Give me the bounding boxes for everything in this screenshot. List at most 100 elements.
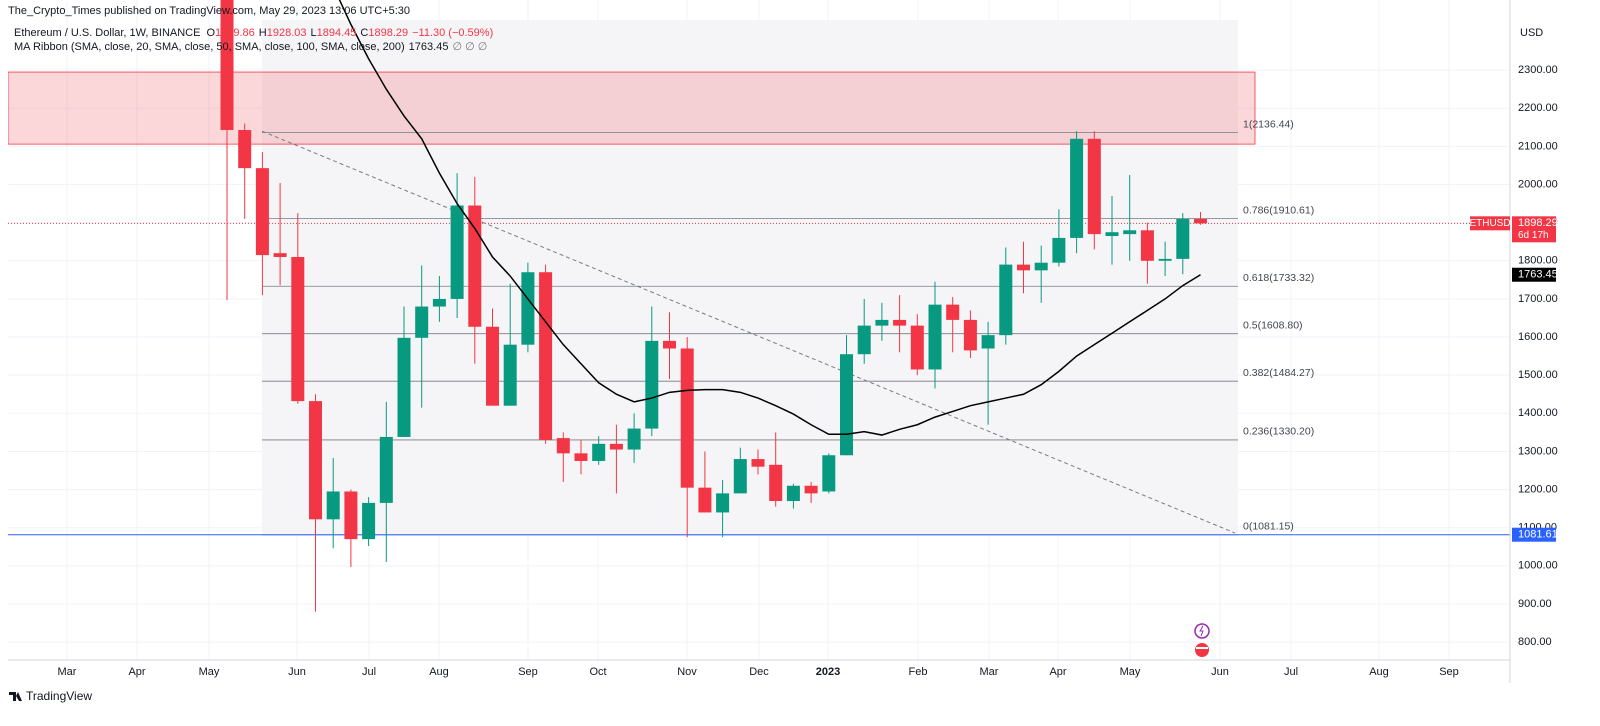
- event-icon-glyph: [1196, 647, 1208, 649]
- candle-body: [1158, 258, 1172, 261]
- x-tick-label: Mar: [58, 666, 77, 678]
- legend-key: C: [360, 27, 368, 39]
- currency: USD: [1520, 27, 1543, 39]
- legend-value: 1928.03: [267, 27, 307, 39]
- footer: TradingView: [26, 689, 92, 703]
- x-tick-label: Dec: [749, 666, 769, 678]
- candle-body: [362, 502, 376, 540]
- candle-body: [716, 493, 730, 513]
- candle-body: [486, 326, 499, 406]
- candle-body: [220, 0, 234, 131]
- ma-tag-label: 1763.45: [1518, 269, 1558, 281]
- x-tick-label: Oct: [589, 666, 606, 678]
- candle-body: [1034, 262, 1048, 271]
- candle-body: [238, 130, 252, 169]
- y-tick-label: 1000.00: [1518, 560, 1558, 572]
- legend-key: O: [206, 27, 215, 39]
- x-tick-label: Aug: [1369, 666, 1389, 678]
- x-tick-label: Mar: [980, 666, 999, 678]
- y-tick-label: 1400.00: [1518, 407, 1558, 419]
- candle-body: [680, 348, 694, 488]
- candle-body: [999, 264, 1013, 336]
- candle-body: [1123, 230, 1137, 235]
- candle-body: [1017, 264, 1030, 271]
- candle-body: [1194, 218, 1207, 224]
- candle-body: [857, 325, 871, 355]
- y-tick-label: 2200.00: [1518, 102, 1558, 114]
- tv-logo: [9, 692, 22, 701]
- y-tick-label: 1700.00: [1518, 293, 1558, 305]
- x-tick-label: Feb: [909, 666, 928, 678]
- trendline: [261, 130, 1236, 534]
- price-tag-label: 1898.29: [1518, 217, 1558, 229]
- x-tick-label: May: [1120, 666, 1141, 678]
- candle-body: [733, 459, 747, 494]
- x-tick-label: Nov: [677, 666, 697, 678]
- legend-value: 1909.86: [215, 27, 255, 39]
- candle-body: [698, 487, 712, 513]
- axes: 800.00900.001000.001100.001200.001300.00…: [58, 64, 1558, 678]
- fib-label: 0.786(1910.61): [1243, 204, 1314, 216]
- fib-label: 0.382(1484.27): [1243, 367, 1314, 379]
- legend-value: 1898.29: [368, 27, 408, 39]
- x-tick-label: Aug: [429, 666, 449, 678]
- y-tick-label: 1800.00: [1518, 255, 1558, 267]
- candle-body: [893, 319, 907, 326]
- ma-line: [338, 0, 1201, 436]
- candle-body: [521, 272, 535, 345]
- header: The_Crypto_Times published on TradingVie…: [8, 5, 410, 17]
- event-icon[interactable]: [1195, 643, 1209, 657]
- legend-symbol: Ethereum / U.S. Dollar, 1W, BINANCE: [14, 27, 200, 39]
- candle-body: [291, 256, 305, 402]
- legend-key: H: [259, 27, 267, 39]
- x-tick-label: Jun: [288, 666, 306, 678]
- candle-body: [432, 298, 446, 307]
- candle-body: [379, 436, 393, 503]
- candle-body: [556, 438, 570, 454]
- candle-body: [663, 340, 676, 349]
- candle-body: [255, 168, 269, 256]
- candle-body: [415, 306, 429, 338]
- candle-body: [609, 443, 623, 450]
- candle-body: [645, 340, 659, 429]
- candle-body: [627, 428, 641, 450]
- y-tick-label: 1600.00: [1518, 331, 1558, 343]
- x-tick-label: Jul: [362, 666, 376, 678]
- y-tick-label: 1200.00: [1518, 483, 1558, 495]
- y-tick-label: 1500.00: [1518, 369, 1558, 381]
- y-tick-label: 900.00: [1518, 598, 1552, 610]
- event-icon-glyph: [1199, 625, 1204, 637]
- ma-value: 1763.45: [409, 41, 449, 53]
- candle-body: [769, 464, 783, 502]
- symbol-tag-label: ETHUSD: [1469, 218, 1510, 229]
- fib-label: 1(2136.44): [1243, 118, 1294, 130]
- ma-name: MA Ribbon (SMA, close, 20, SMA, close, 5…: [14, 41, 405, 53]
- legend-value: 1894.45: [317, 27, 357, 39]
- fib-label: 0.236(1330.20): [1243, 426, 1314, 438]
- candle-body: [397, 337, 411, 437]
- candle-body: [273, 253, 287, 257]
- candle-body: [1105, 232, 1119, 237]
- x-tick-label: Apr: [1049, 666, 1066, 678]
- candle-body: [804, 485, 818, 494]
- y-tick-label: 2300.00: [1518, 64, 1558, 76]
- candle-body: [840, 354, 853, 456]
- candle-body: [981, 335, 995, 349]
- y-tick-label: 800.00: [1518, 636, 1552, 648]
- candle-body: [309, 401, 322, 520]
- x-tick-label: Sep: [518, 666, 538, 678]
- y-tick-label: 1300.00: [1518, 445, 1558, 457]
- candle-body: [468, 205, 482, 327]
- resistance-zone: [8, 71, 1256, 145]
- y-tick-label: 2000.00: [1518, 178, 1558, 190]
- candle-body: [1052, 237, 1066, 263]
- ma-tag: [1512, 267, 1556, 282]
- x-tick-label: 2023: [816, 666, 840, 678]
- candle-body: [592, 443, 606, 461]
- candle-body: [822, 455, 836, 492]
- legend-change: −11.30 (−0.59%): [412, 27, 493, 39]
- price-tag: [1512, 216, 1556, 243]
- x-tick-label: Jun: [1211, 666, 1229, 678]
- fib-background: [262, 20, 1238, 535]
